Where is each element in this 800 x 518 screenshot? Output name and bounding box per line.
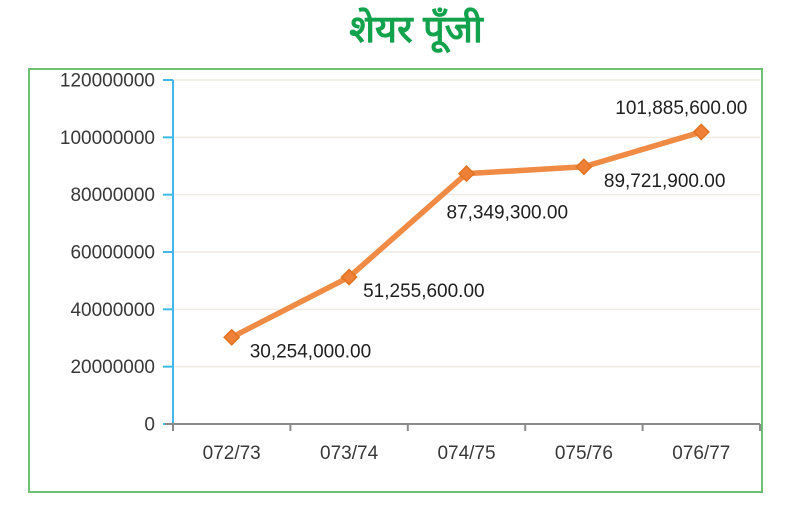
- y-tick-label: 40000000: [70, 300, 155, 321]
- y-tick-label: 60000000: [70, 243, 155, 264]
- y-tick-label: 0: [144, 415, 155, 436]
- share-capital-line-chart: 0 20000000 40000000 60000000 80000000 1000000…: [60, 71, 761, 464]
- data-point-label: 101,885,600.00: [615, 98, 747, 119]
- x-tick-label: 075/76: [555, 443, 613, 464]
- series-line: [228, 129, 705, 341]
- y-tick-label: 80000000: [70, 185, 155, 206]
- x-tick-label: 076/77: [672, 443, 730, 464]
- data-point-marker: [692, 123, 710, 141]
- data-point-marker: [575, 158, 593, 176]
- x-tick-label: 072/73: [203, 443, 261, 464]
- y-tick-label: 100000000: [60, 128, 155, 149]
- chart-frame: 0 20000000 40000000 60000000 80000000 1000000…: [28, 68, 763, 493]
- data-point-label: 30,254,000.00: [250, 341, 372, 362]
- data-point-marker: [223, 328, 241, 346]
- y-tick-label: 20000000: [70, 357, 155, 378]
- data-point-marker: [340, 268, 358, 286]
- data-point-label: 89,721,900.00: [604, 171, 726, 192]
- x-tick-label: 073/74: [320, 443, 379, 464]
- chart-title: शेयर पूँजी: [349, 9, 483, 51]
- data-point-label: 87,349,300.00: [447, 203, 569, 224]
- x-tick-label: 074/75: [437, 443, 495, 464]
- data-point-marker: [457, 165, 476, 183]
- data-point-label: 51,255,600.00: [363, 281, 485, 302]
- y-tick-label: 120000000: [60, 71, 155, 92]
